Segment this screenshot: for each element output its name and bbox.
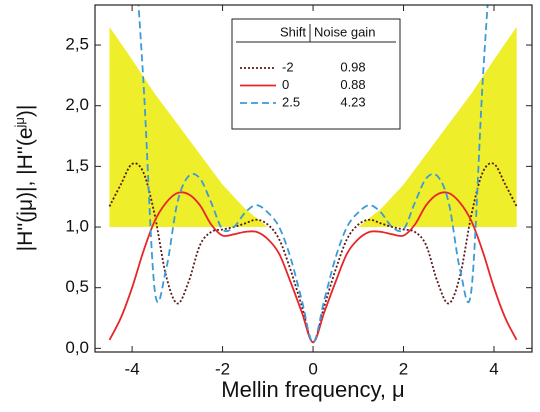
plot-area bbox=[108, 5, 518, 344]
y-tick-label: 0,0 bbox=[65, 338, 89, 357]
y-axis-label: |H''(jμ)|, |H''(ejμ)| bbox=[12, 105, 37, 252]
legend-noise-gain: 0.98 bbox=[340, 59, 365, 74]
legend: Shift Noise gain -2 0.98 0 0.88 2.5 4.23 bbox=[231, 18, 401, 130]
y-tick-label: 1,0 bbox=[65, 217, 89, 236]
y-tick-label: 2,5 bbox=[65, 35, 89, 54]
y-label-end: )| bbox=[14, 105, 37, 117]
x-tick-label: -4 bbox=[125, 359, 140, 378]
x-axis-label: Mellin frequency, μ bbox=[221, 377, 404, 402]
legend-label: -2 bbox=[282, 59, 294, 74]
y-label-sup: jμ bbox=[12, 117, 27, 128]
legend-header: Shift bbox=[280, 24, 306, 39]
legend-box bbox=[231, 18, 401, 130]
x-tick-label: 4 bbox=[489, 359, 498, 378]
y-tick-label: 0,5 bbox=[65, 277, 89, 296]
series-line bbox=[137, 5, 489, 344]
legend-noise-gain: 0.88 bbox=[340, 77, 365, 92]
x-tick-label: 2 bbox=[399, 359, 408, 378]
series-line bbox=[108, 191, 518, 344]
legend-header: Noise gain bbox=[314, 24, 375, 39]
x-tick-label: 0 bbox=[308, 359, 317, 378]
y-tick-label: 1,5 bbox=[65, 156, 89, 175]
y-label-main: |H''(jμ)|, |H''(e bbox=[14, 128, 37, 252]
legend-noise-gain: 4.23 bbox=[340, 94, 365, 109]
x-tick-label: -2 bbox=[215, 359, 230, 378]
legend-label: 0 bbox=[282, 77, 289, 92]
band-area bbox=[358, 26, 517, 228]
y-tick-label: 2,0 bbox=[65, 95, 89, 114]
legend-label: 2.5 bbox=[282, 94, 300, 109]
band-area bbox=[109, 26, 268, 228]
